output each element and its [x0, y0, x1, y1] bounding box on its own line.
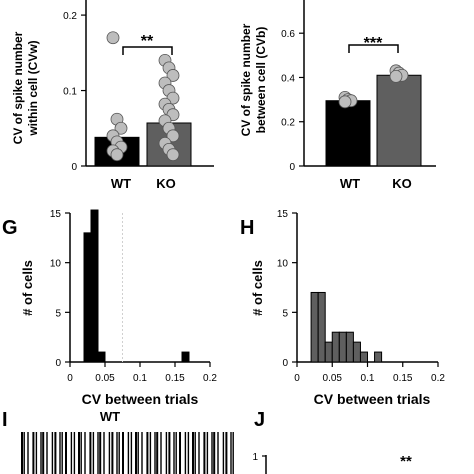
data-point-ko: [166, 148, 180, 162]
y-axis-label-line-1: CV of spike number: [11, 31, 25, 144]
significance-bracket: [348, 44, 399, 53]
y-tick-label: 5: [55, 308, 61, 319]
x-tick-label: 0.1: [361, 373, 375, 384]
x-tick-label: 0.1: [133, 373, 147, 384]
histogram-bar: [90, 209, 99, 363]
y-tick-label: 1: [252, 452, 258, 463]
x-ticks: 0 0.05 0.1 0.15 0.2: [67, 362, 217, 384]
y-axis-label-line-1: CV of spike number: [239, 23, 253, 136]
x-category-ko: KO: [156, 176, 176, 191]
bar-ko: [376, 74, 422, 167]
x-category-wt: WT: [340, 176, 360, 191]
significance-stars: **: [400, 453, 412, 470]
histogram-bars: [310, 291, 383, 363]
panel-letter-j: J: [254, 409, 265, 431]
y-ticks: 0 5 10 15: [277, 209, 297, 369]
histogram-bar: [359, 351, 369, 363]
histogram-bar: [374, 351, 383, 363]
y-tick-label: 0: [55, 358, 61, 369]
raster-title: WT: [100, 409, 120, 424]
x-tick-label: 0: [67, 373, 73, 384]
histogram-bar: [310, 291, 319, 363]
x-axis-label: CV between trials: [82, 391, 199, 407]
panel-top-right: 0 0.2 0.4 0.6 *** CV of spike number betwee…: [239, 0, 436, 191]
panel-i: I WT: [2, 409, 234, 474]
y-ticks: 0 0.1 0.2: [63, 11, 86, 173]
data-points: [106, 31, 180, 162]
y-tick-label: 0.1: [63, 87, 77, 98]
histogram-bar: [317, 291, 326, 363]
y-tick-label: 5: [282, 308, 288, 319]
x-axis-label: CV between trials: [314, 391, 431, 407]
data-point-ko: [166, 69, 180, 82]
y-axis-label-line-2: within cell (CVw): [26, 40, 40, 136]
spike-raster: [21, 432, 234, 474]
data-point-wt: [106, 31, 120, 45]
panel-h: H 0 5 10 15 0 0.05 0.1 0.15 0.2 # of cells CV b…: [240, 209, 445, 407]
y-axis-label-line-2: between cell (CVb): [254, 27, 268, 134]
x-tick-label: 0: [294, 373, 300, 384]
data-point-wt: [338, 95, 352, 109]
x-tick-label: 0.2: [203, 373, 217, 384]
y-tick-label: 15: [50, 209, 62, 220]
x-category-ko: KO: [392, 176, 412, 191]
data-point-ko: [389, 69, 403, 83]
y-axis-label: # of cells: [20, 260, 35, 316]
significance-stars: **: [141, 33, 154, 50]
y-tick-label: 0.4: [281, 73, 295, 84]
y-ticks: 0 0.2 0.4 0.6: [281, 29, 304, 173]
x-category-wt: WT: [111, 176, 131, 191]
y-tick-label: 0.2: [63, 11, 77, 22]
bars: [325, 74, 422, 167]
y-tick-label: 0: [71, 162, 77, 173]
x-tick-label: 0.15: [165, 373, 185, 384]
y-tick-label: 10: [277, 259, 289, 270]
data-point-ko: [166, 129, 180, 143]
panel-j: J 1 **: [252, 409, 412, 474]
panel-top-left: 0 0.1 0.2 ** CV of spike number within cel…: [11, 0, 214, 191]
x-tick-label: 0.2: [431, 373, 445, 384]
y-tick-label: 10: [50, 259, 62, 270]
x-tick-label: 0.05: [95, 373, 115, 384]
histogram-bar: [352, 341, 361, 363]
histogram-bar: [345, 331, 354, 363]
panel-letter-h: H: [240, 217, 254, 239]
y-tick-label: 0.2: [281, 118, 295, 129]
panel-letter-i: I: [2, 409, 8, 431]
data-point-wt: [110, 148, 124, 162]
histogram-bar: [97, 351, 106, 363]
y-ticks: 0 5 10 15: [50, 209, 70, 369]
histogram-bar: [338, 331, 347, 363]
y-axis-label: # of cells: [250, 260, 265, 316]
bar-wt: [325, 100, 371, 167]
histogram-bar: [181, 351, 190, 363]
y-tick-label: 15: [277, 209, 289, 220]
panel-g: G 0 5 10 15 0 0.05 0.1 0.15 0.2 # of cells CV b…: [2, 209, 217, 407]
histogram-bar: [324, 341, 333, 363]
data-point-wt: [114, 121, 128, 135]
y-tick-label: 0: [289, 162, 295, 173]
x-ticks: 0 0.05 0.1 0.15 0.2: [294, 362, 445, 384]
x-tick-label: 0.15: [393, 373, 413, 384]
histogram-bars: [83, 209, 190, 363]
significance-stars: ***: [364, 35, 383, 52]
histogram-bar: [83, 232, 92, 363]
x-tick-label: 0.05: [323, 373, 343, 384]
histogram-bar: [331, 331, 340, 363]
panel-letter-g: G: [2, 217, 18, 239]
data-points: [338, 64, 409, 109]
significance-bracket: [122, 46, 173, 55]
y-tick-label: 0.6: [281, 29, 295, 40]
y-tick-label: 0: [282, 358, 288, 369]
